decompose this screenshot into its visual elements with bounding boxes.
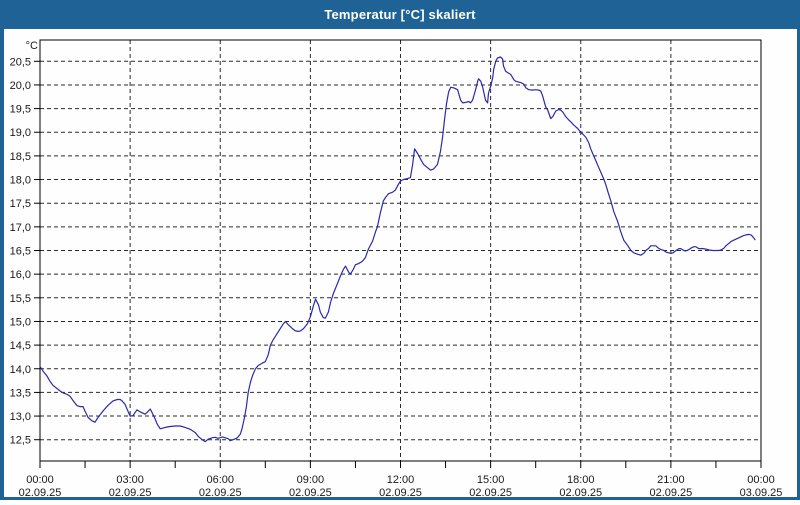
x-tick-time-label: 00:00 [26,474,54,486]
window-title: Temperatur [°C] skaliert [324,7,476,22]
y-tick-label: 17,0 [10,222,31,234]
y-tick-label: 17,5 [10,198,31,210]
y-tick-label: 14,5 [10,340,31,352]
x-tick-date-label: 02.09.25 [649,487,692,499]
y-tick-label: 13,0 [10,411,31,423]
y-tick-label: 20,5 [10,56,31,68]
x-tick-time-label: 18:00 [567,474,595,486]
x-tick-date-label: 02.09.25 [289,487,332,499]
x-tick-date-label: 02.09.25 [19,487,62,499]
y-axis-unit-label: °C [26,40,38,52]
x-tick-time-label: 21:00 [657,474,685,486]
window-border-left [0,29,4,500]
y-tick-label: 19,0 [10,127,31,139]
x-tick-date-label: 02.09.25 [199,487,242,499]
x-tick-date-label: 02.09.25 [469,487,512,499]
y-tick-label: 12,5 [10,435,31,447]
x-tick-time-label: 06:00 [206,474,234,486]
plot-border [39,39,762,462]
y-tick-label: 18,5 [10,151,31,163]
window-border-bottom [0,497,800,500]
window-border-right [797,29,800,500]
x-tick-date-label: 02.09.25 [379,487,422,499]
x-tick-date-label: 03.09.25 [740,487,783,499]
x-tick-time-label: 03:00 [116,474,144,486]
y-tick-label: 16,0 [10,269,31,281]
y-tick-label: 14,0 [10,364,31,376]
x-tick-time-label: 00:00 [747,474,775,486]
y-tick-label: 15,0 [10,316,31,328]
x-tick-date-label: 02.09.25 [559,487,602,499]
x-tick-date-label: 02.09.25 [109,487,152,499]
y-tick-label: 19,5 [10,104,31,116]
window-titlebar: Temperatur [°C] skaliert [0,0,800,29]
x-tick-time-label: 15:00 [477,474,505,486]
y-tick-label: 16,5 [10,246,31,258]
y-tick-label: 20,0 [10,80,31,92]
x-tick-time-label: 09:00 [297,474,325,486]
y-tick-label: 15,5 [10,293,31,305]
temperature-line [39,56,756,443]
x-tick-time-label: 12:00 [387,474,415,486]
y-tick-label: 13,5 [10,387,31,399]
y-tick-label: 18,0 [10,175,31,187]
